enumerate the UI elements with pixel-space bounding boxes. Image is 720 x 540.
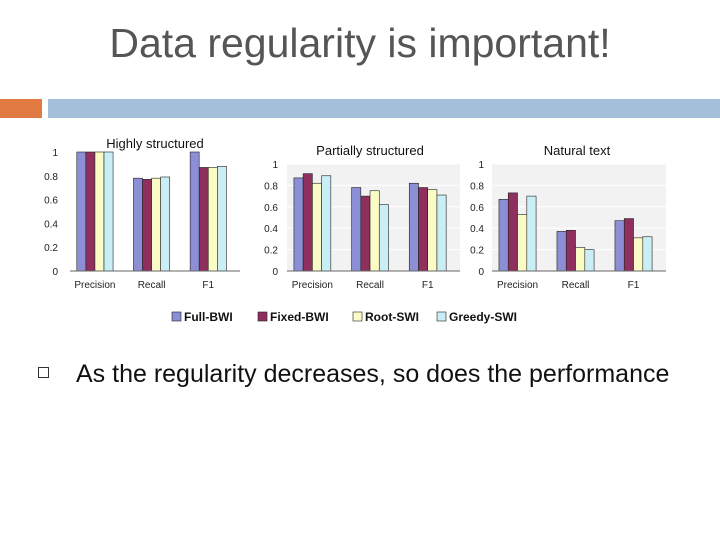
x-tick-label: Recall	[356, 280, 384, 291]
y-tick-label: 0.6	[470, 203, 484, 214]
x-tick-label: F1	[202, 280, 214, 291]
bar	[103, 151, 114, 272]
bullet-text: As the regularity decreases, so does the…	[76, 360, 670, 388]
chart-title: Partially structured	[316, 143, 424, 158]
y-tick-label: 0.8	[470, 181, 484, 192]
chart-title: Highly structured	[106, 136, 204, 151]
chart-title: Natural text	[544, 143, 611, 158]
y-tick-label: 0.4	[264, 224, 278, 235]
bar	[85, 151, 96, 272]
x-tick-label: F1	[628, 280, 640, 291]
y-tick-label: 0.6	[44, 196, 58, 207]
bar	[189, 151, 200, 272]
accent-bar-orange	[0, 99, 42, 118]
bar	[217, 165, 227, 272]
bullet-square-icon	[38, 367, 49, 378]
bar	[614, 220, 625, 272]
legend-swatch	[352, 311, 363, 322]
bar	[623, 218, 634, 272]
y-tick-label: 1	[272, 160, 278, 171]
bar	[427, 189, 438, 272]
x-tick-label: Recall	[562, 280, 590, 291]
bar	[556, 231, 567, 272]
x-tick-label: Precision	[497, 280, 538, 291]
bar	[293, 177, 304, 272]
bar	[321, 175, 332, 272]
bar	[517, 213, 528, 272]
bar	[76, 151, 87, 272]
bar	[378, 204, 389, 272]
bar	[142, 179, 152, 272]
y-tick-label: 0	[272, 267, 278, 278]
y-tick-label: 1	[478, 160, 484, 171]
y-tick-label: 0.2	[264, 246, 278, 257]
bar	[369, 190, 380, 272]
bar	[584, 249, 595, 272]
legend-swatch	[171, 311, 182, 322]
y-tick-label: 0.4	[470, 224, 484, 235]
bar	[160, 176, 171, 272]
legend-swatch	[257, 311, 268, 322]
bar	[642, 236, 653, 272]
bar	[498, 199, 509, 272]
bar	[198, 167, 209, 272]
x-tick-label: Recall	[138, 280, 166, 291]
slide-title: Data regularity is important!	[109, 20, 611, 66]
accent-bar-blue	[48, 99, 720, 118]
legend-label: Fixed-BWI	[270, 310, 329, 324]
y-tick-label: 1	[52, 148, 58, 159]
y-tick-label: 0.2	[470, 246, 484, 257]
y-tick-label: 0	[478, 267, 484, 278]
bar	[565, 230, 576, 272]
y-tick-label: 0.8	[264, 181, 278, 192]
bar	[418, 187, 429, 272]
bar	[94, 151, 105, 272]
legend-swatch	[436, 311, 447, 322]
x-tick-label: Precision	[292, 280, 333, 291]
legend-label: Greedy-SWI	[449, 310, 517, 324]
y-tick-label: 0	[52, 267, 58, 278]
charts-figure: Highly structured 0 0.2 0.4 0.6 0.8 1 Precision…	[44, 136, 666, 324]
bar	[436, 194, 447, 272]
y-tick-label: 0.6	[264, 203, 278, 214]
bar	[526, 195, 537, 272]
x-tick-label: Precision	[74, 280, 115, 291]
bar	[302, 173, 313, 272]
y-tick-label: 0.8	[44, 172, 58, 183]
bar	[360, 195, 371, 272]
bar	[207, 167, 218, 272]
bar	[408, 182, 419, 272]
bar	[312, 182, 322, 272]
bar	[575, 247, 586, 272]
bar	[351, 187, 362, 272]
bar	[151, 177, 161, 272]
x-tick-label: F1	[422, 280, 434, 291]
bar	[633, 237, 644, 272]
y-tick-label: 0.2	[44, 243, 58, 254]
bar	[507, 192, 518, 272]
legend-label: Full-BWI	[184, 310, 233, 324]
bar	[133, 177, 143, 272]
y-tick-label: 0.4	[44, 219, 58, 230]
legend-label: Root-SWI	[365, 310, 419, 324]
